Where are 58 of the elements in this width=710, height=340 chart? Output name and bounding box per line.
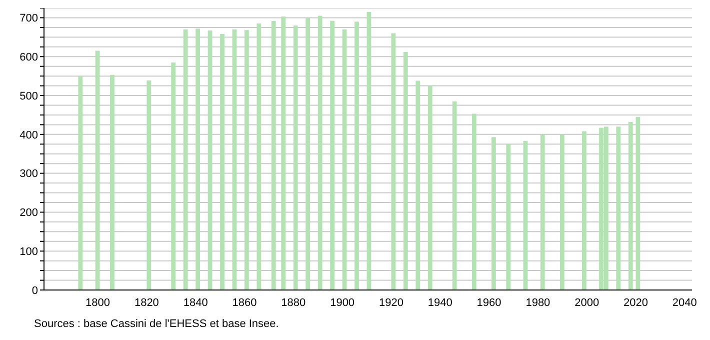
bar: [330, 20, 334, 290]
x-tick-label: 1860: [232, 296, 257, 309]
bar: [354, 22, 359, 290]
bar: [391, 33, 396, 290]
x-tick-label: 2000: [574, 296, 600, 309]
bar: [146, 80, 152, 290]
x-tick-label: 1940: [428, 296, 452, 309]
bar: [110, 74, 114, 290]
bar: [78, 76, 83, 290]
x-tick-label: 1900: [330, 296, 355, 309]
bar: [428, 86, 432, 290]
bar: [256, 24, 262, 290]
bar: [366, 12, 372, 290]
y-tick-label: 0: [32, 284, 38, 297]
bar: [506, 144, 511, 290]
y-tick-label: 500: [20, 90, 38, 102]
bar: [306, 18, 310, 290]
bar: [628, 122, 633, 290]
bar: [342, 29, 347, 290]
x-tick-label: 1800: [86, 296, 110, 309]
bar: [540, 134, 545, 290]
x-tick-label: 1840: [183, 296, 208, 309]
bar: [293, 26, 298, 290]
bar: [616, 126, 621, 290]
bar: [281, 16, 286, 290]
bar: [523, 141, 528, 290]
bar: [403, 52, 408, 290]
x-tick-label: 2040: [672, 296, 697, 309]
y-tick-label: 100: [20, 246, 38, 258]
bar: [318, 16, 322, 290]
x-tick-label: 1880: [281, 296, 306, 309]
bar: [196, 28, 200, 290]
y-tick-label: 600: [20, 52, 38, 64]
bar: [232, 29, 237, 290]
bar: [183, 29, 188, 290]
bar: [171, 62, 176, 290]
bar: [491, 137, 496, 290]
x-tick-label: 1980: [526, 296, 550, 309]
bar: [560, 134, 564, 290]
bar: [582, 131, 586, 290]
y-tick-label: 400: [20, 129, 38, 142]
bar: [472, 114, 476, 290]
x-tick-label: 2020: [624, 296, 648, 309]
bar: [416, 80, 420, 290]
y-tick-label: 700: [20, 12, 38, 25]
x-tick-label: 1820: [134, 296, 159, 309]
x-tick-label: 1920: [378, 296, 404, 309]
y-tick-label: 200: [20, 207, 38, 220]
bar: [244, 30, 249, 290]
bar: [271, 20, 276, 290]
bar: [208, 30, 212, 290]
x-tick-label: 1960: [476, 296, 502, 309]
bar: [636, 116, 640, 290]
y-tick-label: 300: [20, 168, 38, 180]
bar: [220, 34, 224, 290]
bar: [95, 50, 100, 290]
bar: [452, 101, 457, 290]
source-note: Sources : base Cassini de l'EHESS et base Insee.: [34, 318, 280, 330]
